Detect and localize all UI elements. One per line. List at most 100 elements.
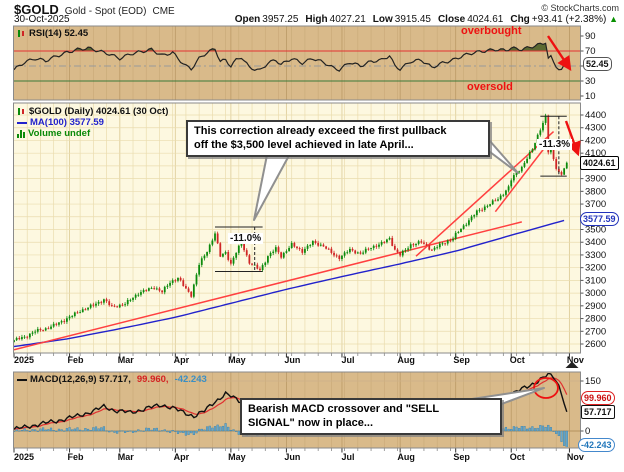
axis-tick-label: 2700 <box>585 326 606 337</box>
x-axis-label: May <box>228 452 246 462</box>
x-axis <box>13 353 570 453</box>
stockcharts-credit: © StockCharts.com <box>541 3 619 13</box>
ma-current-value-box: 3577.59 <box>580 212 619 226</box>
price-down-arrow <box>564 120 581 157</box>
axis-tick-label: 3800 <box>585 186 606 197</box>
rsi-panel <box>13 25 581 101</box>
correction-annotation-bubble: This correction already exceed the first… <box>186 120 490 157</box>
exchange: CME <box>152 6 175 17</box>
ma-legend[interactable]: MA(100) 3577.59 <box>17 117 104 128</box>
price-current-value-box: 4024.61 <box>580 156 619 170</box>
volume-legend[interactable]: Volume undef <box>17 128 90 139</box>
right-axis <box>580 35 584 432</box>
axis-tick-label: 2800 <box>585 314 606 325</box>
macd-crossover-circle <box>533 377 559 399</box>
rsi-legend[interactable]: RSI(14) 52.45 <box>17 28 88 39</box>
annotation-line1: This correction already exceed the first… <box>194 125 447 137</box>
axis-tick-label: 30 <box>585 76 596 87</box>
x-axis-label: Aug <box>397 452 415 462</box>
axis-tick-label: 0 <box>585 426 590 437</box>
x-axis-label: Mar <box>118 452 135 462</box>
x-axis-label: Nov <box>567 355 584 365</box>
oversold-annotation: oversold <box>467 81 513 93</box>
rsi-line <box>14 42 567 72</box>
signal-current-value-box: 99.960 <box>581 391 615 405</box>
x-axis-label: Oct <box>510 355 525 365</box>
x-axis-label: 2025 <box>14 355 34 365</box>
price-title: $GOLD (Daily) 4024.61 (30 Oct) <box>29 106 169 117</box>
axis-tick-label: 3100 <box>585 275 606 286</box>
x-axis-label: Nov <box>567 452 584 462</box>
volume-label: Volume undef <box>28 128 91 139</box>
x-axis-label: Apr <box>174 452 190 462</box>
axis-tick-label: 4300 <box>585 123 606 134</box>
x-axis-label: Oct <box>510 452 525 462</box>
quote-high: High 4027.21 <box>305 14 366 25</box>
price-candles <box>14 113 568 343</box>
x-axis-label: Jun <box>284 355 300 365</box>
x-axis-label: Feb <box>68 452 85 462</box>
chart-header: $GOLD Gold - Spot (EOD) CME <box>14 2 175 17</box>
macd-current-value-box: 57.717 <box>581 405 615 419</box>
axis-tick-label: 2600 <box>585 339 606 350</box>
price-legend[interactable]: $GOLD (Daily) 4024.61 (30 Oct) <box>17 106 168 117</box>
candles-icon <box>17 29 26 38</box>
symbol: $GOLD <box>14 2 59 17</box>
quote-close: Close 4024.61 <box>437 14 504 25</box>
instrument-name: Gold - Spot (EOD) <box>64 6 147 17</box>
axis-tick-label: 4200 <box>585 135 606 146</box>
ma-label: MA(100) 3577.59 <box>30 117 104 128</box>
axis-tick-label: 2900 <box>585 301 606 312</box>
x-axis-label: Mar <box>118 355 135 365</box>
macd-label: MACD(12,26,9) 57.717, <box>30 374 131 385</box>
annotation-line2: SIGNAL" now in place... <box>248 417 374 430</box>
quote-change: Chg +93.41 (+2.38%) ▲ <box>510 14 618 25</box>
axis-tick-label: 10 <box>585 91 596 102</box>
axis-tick-label: 3900 <box>585 174 606 185</box>
x-axis-label: Sep <box>453 452 470 462</box>
x-axis-label: Apr <box>174 355 190 365</box>
ma-line-glyph <box>17 121 27 124</box>
x-axis-label: Feb <box>68 355 85 365</box>
quote-low: Low 3915.45 <box>372 14 431 25</box>
axis-tick-label: 3000 <box>585 288 606 299</box>
axis-tick-label: 70 <box>585 46 596 57</box>
macd-annotation-bubble: Bearish MACD crossover and "SELL SIGNAL"… <box>240 398 502 435</box>
rsi-down-arrow <box>547 35 572 71</box>
axis-tick-label: 3400 <box>585 237 606 248</box>
panel-separator-triangle-icon[interactable] <box>565 361 579 369</box>
annotation-line2: off the $3,500 level achieved in late Ap… <box>194 139 414 152</box>
oct-pullback-label: -11.3% <box>537 139 573 150</box>
axis-tick-label: 90 <box>585 31 596 42</box>
axis-tick-label: 3200 <box>585 263 606 274</box>
macd-signal-value: 99.960, <box>136 374 169 385</box>
ma100-line <box>14 219 565 348</box>
x-axis-label: Jul <box>341 355 354 365</box>
change-up-icon: ▲ <box>609 14 618 24</box>
trendline-1 <box>14 221 522 351</box>
volume-bars-icon <box>17 129 25 138</box>
overbought-annotation: overbought <box>461 25 522 37</box>
x-axis-label: May <box>228 355 246 365</box>
x-axis-label: Jun <box>284 452 300 462</box>
x-axis-label: Aug <box>397 355 415 365</box>
chart-date: 30-Oct-2025 <box>14 14 70 25</box>
april-pullback-label: -11.0% <box>228 233 264 244</box>
trendline-3 <box>494 142 549 213</box>
rsi-current-value-box: 52.45 <box>583 57 612 71</box>
quote-open: Open 3957.25 <box>234 14 299 25</box>
x-axis-label: Sep <box>453 355 470 365</box>
x-axis-label: Jul <box>341 452 354 462</box>
axis-tick-label: 150 <box>585 376 601 387</box>
axis-tick-label: 4100 <box>585 148 606 159</box>
macd-hist-value: -42.243 <box>174 374 207 385</box>
axis-tick-label: 3700 <box>585 199 606 210</box>
macd-legend[interactable]: MACD(12,26,9) 57.717, 99.960, -42.243 <box>17 374 207 385</box>
axis-tick-label: 3300 <box>585 250 606 261</box>
oct-pullback-bracket <box>540 115 567 177</box>
rsi-label: RSI(14) 52.45 <box>29 28 89 39</box>
annotation-line1: Bearish MACD crossover and "SELL <box>248 403 440 415</box>
macd-line-glyph <box>17 378 27 381</box>
axis-tick-label: 3500 <box>585 225 606 236</box>
